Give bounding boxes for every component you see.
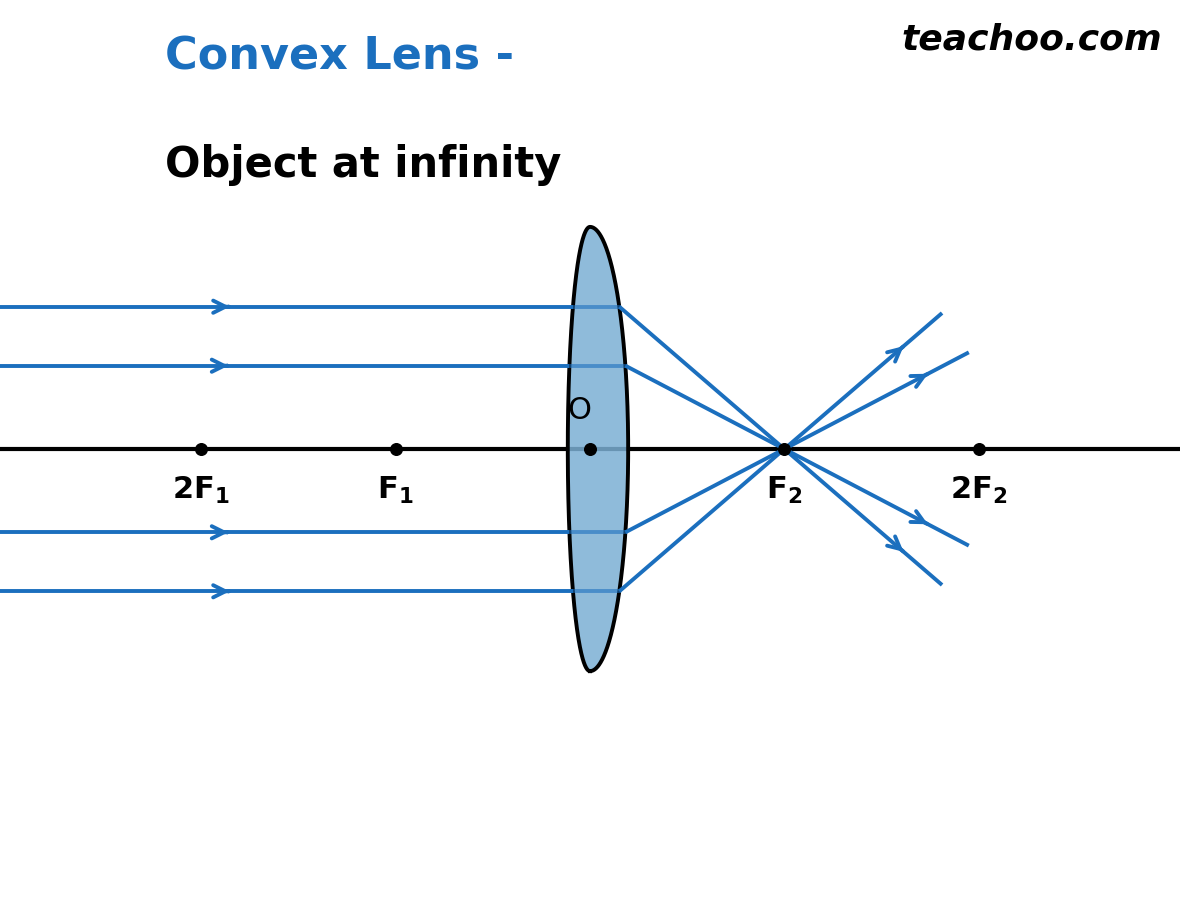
Text: $\mathbf{F_1}$: $\mathbf{F_1}$ <box>378 475 414 506</box>
Text: $\mathbf{F_2}$: $\mathbf{F_2}$ <box>766 475 802 506</box>
Text: $\mathbf{2F_2}$: $\mathbf{2F_2}$ <box>950 475 1008 506</box>
Text: O: O <box>568 396 591 426</box>
Point <box>775 442 794 456</box>
Point <box>192 442 211 456</box>
Point <box>386 442 405 456</box>
Text: Object at infinity: Object at infinity <box>165 144 562 186</box>
Polygon shape <box>568 227 628 671</box>
Text: $\mathbf{2F_1}$: $\mathbf{2F_1}$ <box>172 475 230 506</box>
Point <box>581 442 599 456</box>
Text: teachoo.com: teachoo.com <box>902 22 1162 57</box>
Point <box>969 442 988 456</box>
Text: Convex Lens -: Convex Lens - <box>165 36 514 79</box>
